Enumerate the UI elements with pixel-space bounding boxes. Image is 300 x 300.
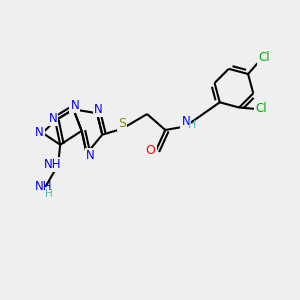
- Text: NH: NH: [44, 158, 61, 171]
- Text: S: S: [118, 117, 126, 130]
- Text: NH: NH: [35, 180, 53, 193]
- Text: N: N: [70, 99, 79, 112]
- Text: N: N: [49, 112, 57, 125]
- Text: N: N: [86, 149, 94, 162]
- Text: N: N: [182, 115, 190, 128]
- Text: N: N: [94, 103, 103, 116]
- Text: Cl: Cl: [256, 103, 267, 116]
- Text: N: N: [34, 126, 43, 140]
- Text: O: O: [146, 144, 155, 157]
- Text: Cl: Cl: [258, 51, 270, 64]
- Text: H: H: [188, 120, 196, 130]
- Text: H: H: [45, 189, 53, 199]
